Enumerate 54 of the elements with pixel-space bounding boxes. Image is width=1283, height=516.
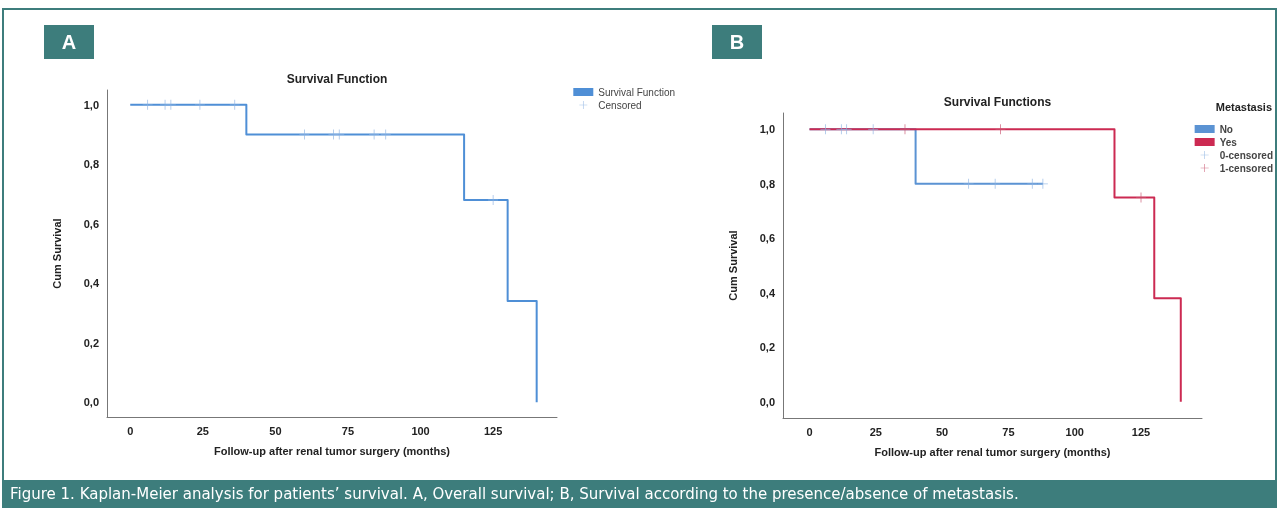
point	[334, 129, 345, 140]
x-tick-label: 50	[269, 424, 282, 437]
y-axis-title: Cum Survival	[50, 218, 63, 289]
x-axis-title: Follow-up after renal tumor surgery (months)	[214, 444, 451, 457]
point	[868, 124, 879, 135]
point	[1037, 178, 1048, 189]
point	[299, 129, 310, 140]
legend-title: Metastasis	[1215, 100, 1273, 113]
point	[995, 124, 1006, 135]
x-tick-label: 100	[411, 424, 430, 437]
legend-label: 0-censored	[1219, 149, 1273, 161]
x-axis-title: Follow-up after renal tumor surgery (months)	[874, 445, 1111, 458]
x-tick-label: 75	[341, 424, 355, 437]
x-tick-label: 25	[869, 425, 882, 438]
legend-label: 1-censored	[1219, 162, 1273, 174]
y-tick-label: 1,0	[759, 123, 775, 136]
y-tick-label: 0,2	[759, 341, 775, 354]
point	[1027, 178, 1038, 189]
x-tick-label: 125	[483, 424, 503, 437]
y-tick-label: 0,8	[83, 158, 99, 171]
text: B	[712, 25, 762, 59]
y-tick-label: 0,6	[759, 232, 775, 245]
x-tick-label: 125	[1131, 425, 1151, 438]
y-axis-title: Cum Survival	[726, 230, 739, 301]
x-tick-label: 0	[806, 425, 813, 438]
point	[990, 178, 1001, 189]
chart-title: Survival Function	[286, 72, 388, 86]
legend-label: No	[1219, 123, 1233, 135]
y-tick-label: 0,4	[759, 286, 776, 299]
legend-label: Censored	[598, 99, 642, 111]
point	[229, 99, 240, 110]
y-tick-label: 0,8	[759, 177, 775, 190]
point	[142, 99, 153, 110]
y-tick-label: 0,6	[83, 217, 99, 230]
x-tick-label: 75	[1002, 425, 1015, 438]
x-tick-label: 50	[935, 425, 949, 438]
point	[841, 124, 852, 135]
y-tick-label: 0,0	[759, 395, 775, 408]
chart-title: Survival Functions	[943, 95, 1052, 109]
y-tick-label: 0,2	[83, 336, 99, 349]
caption: Figure 1. Kaplan-Meier analysis for patients’ survival. A, Overall survival; B, Survival according to the presence/absence of metastasis.	[2, 480, 1277, 508]
legend-label: Survival Function	[598, 86, 675, 98]
y-tick-label: 0,0	[83, 396, 99, 409]
point	[380, 129, 391, 140]
x-tick-label: 100	[1065, 425, 1084, 438]
x-tick-label: 0	[127, 424, 134, 437]
legend-label: Yes	[1219, 136, 1238, 148]
y-tick-label: 1,0	[83, 98, 99, 111]
y-tick-label: 0,4	[83, 277, 100, 290]
text: A	[44, 25, 94, 59]
point	[820, 124, 831, 135]
point	[165, 99, 176, 110]
point	[963, 178, 974, 189]
x-tick-label: 25	[196, 424, 209, 437]
